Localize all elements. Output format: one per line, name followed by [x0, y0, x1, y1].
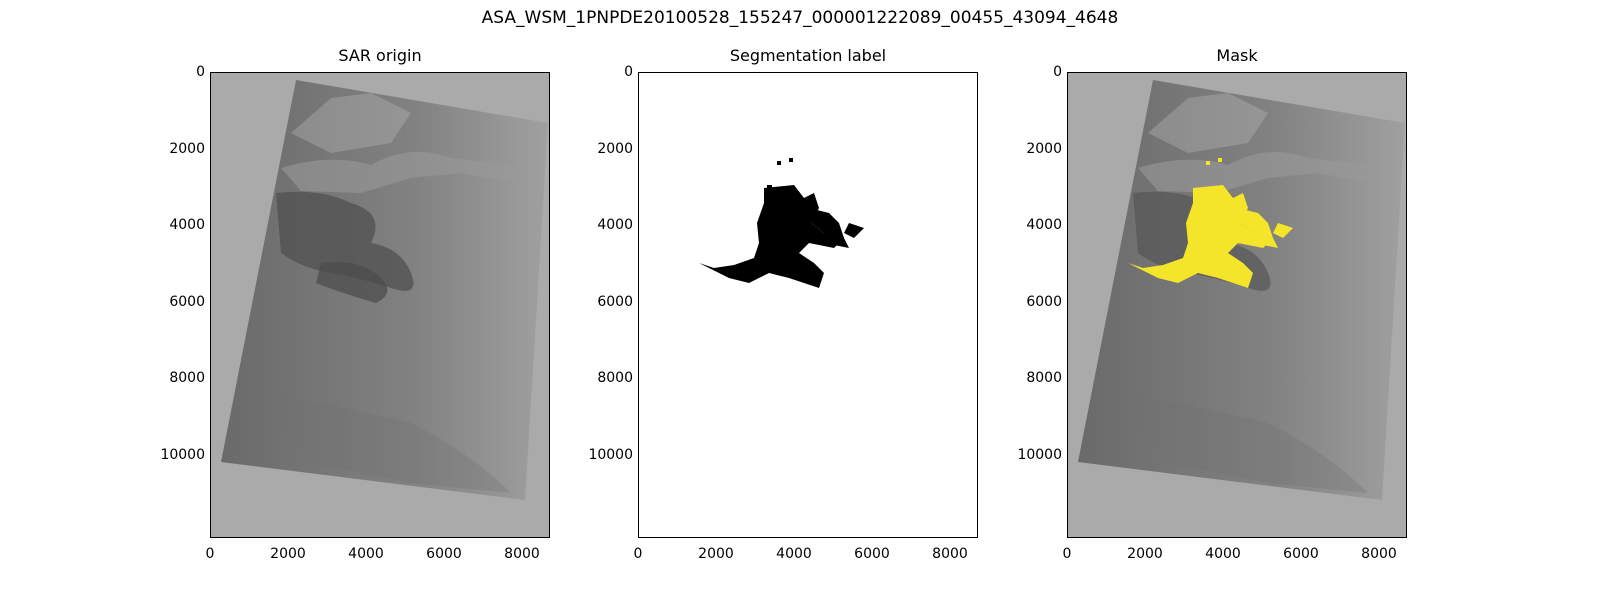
- y-tick-label: 2000: [169, 141, 205, 157]
- y-tick-label: 10000: [160, 447, 205, 463]
- y-tick-label: 10000: [588, 447, 633, 463]
- y-tick-label: 6000: [597, 294, 633, 310]
- x-tick-label: 0: [205, 546, 215, 562]
- x-tick-label: 4000: [1205, 546, 1241, 562]
- x-tick-label: 8000: [932, 546, 968, 562]
- x-tick-label: 4000: [348, 546, 384, 562]
- x-tick-label: 0: [1062, 546, 1072, 562]
- y-tick-label: 2000: [1026, 141, 1062, 157]
- y-tick-label: 4000: [597, 217, 633, 233]
- sar-image-axes: [210, 72, 550, 538]
- y-tick-label: 4000: [169, 217, 205, 233]
- panel-segmentation-label: Segmentation label 0 2000 4000 6000 8000…: [583, 0, 1023, 600]
- y-tick-label: 0: [624, 64, 633, 80]
- x-tick-label: 8000: [1361, 546, 1397, 562]
- label-image: [639, 73, 977, 537]
- y-tick-label: 2000: [597, 141, 633, 157]
- panel-mask: Mask 0 2000 4000 6000 8000 100: [1012, 0, 1452, 600]
- x-tick-label: 2000: [698, 546, 734, 562]
- y-tick-label: 8000: [169, 370, 205, 386]
- panel-title: SAR origin: [338, 46, 422, 65]
- y-tick-label: 4000: [1026, 217, 1062, 233]
- x-tick-label: 2000: [270, 546, 306, 562]
- x-tick-label: 6000: [426, 546, 462, 562]
- y-tick-label: 8000: [1026, 370, 1062, 386]
- x-tick-label: 6000: [854, 546, 890, 562]
- x-tick-label: 8000: [504, 546, 540, 562]
- y-tick-label: 0: [1053, 64, 1062, 80]
- x-tick-label: 2000: [1127, 546, 1163, 562]
- y-tick-label: 8000: [597, 370, 633, 386]
- panel-title: Segmentation label: [729, 46, 887, 65]
- y-tick-label: 6000: [1026, 294, 1062, 310]
- figure-title: ASA_WSM_1PNPDE20100528_155247_0000012220…: [481, 8, 1119, 28]
- y-tick-label: 10000: [1017, 447, 1062, 463]
- label-image-axes: [638, 72, 978, 538]
- mask-image: [1068, 73, 1406, 537]
- x-tick-label: 0: [633, 546, 643, 562]
- panel-title: Mask: [1216, 46, 1258, 65]
- x-tick-label: 4000: [776, 546, 812, 562]
- x-tick-label: 6000: [1283, 546, 1319, 562]
- panel-sar-origin: SAR origin 0 2000 4000 6000 8000 10000 0…: [155, 0, 595, 600]
- sar-image: [211, 73, 549, 537]
- y-tick-label: 0: [196, 64, 205, 80]
- y-tick-label: 6000: [169, 294, 205, 310]
- mask-image-axes: [1067, 72, 1407, 538]
